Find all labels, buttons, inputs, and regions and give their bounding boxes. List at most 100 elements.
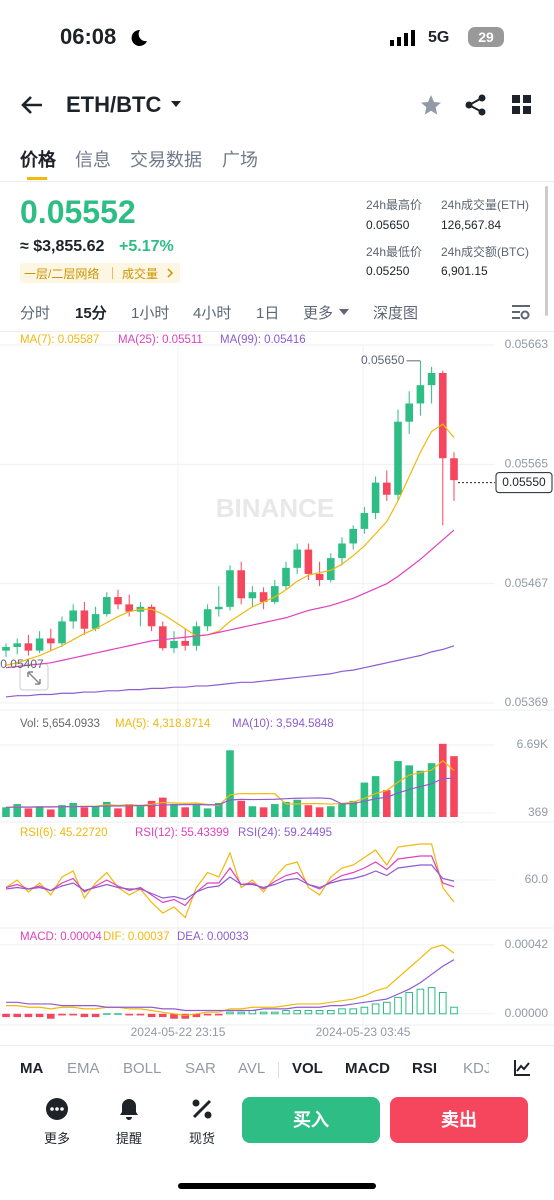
alert-icon[interactable] [117, 1097, 141, 1121]
expand-icon[interactable] [19, 663, 49, 691]
pair-title[interactable]: ETH/BTC [66, 92, 162, 117]
stat-value: 0.05650 [366, 218, 410, 232]
bar [103, 801, 111, 817]
y-tick-label: 0.05369 [505, 695, 549, 709]
bar [136, 806, 145, 817]
legend-entry: MA(25): 0.05511 [118, 334, 203, 346]
tab[interactable]: 广场 [222, 150, 258, 170]
layout-icon[interactable] [512, 95, 532, 115]
bar [47, 1013, 55, 1019]
favorite-icon[interactable] [420, 94, 442, 116]
bar [159, 797, 167, 817]
bar [58, 805, 66, 817]
bar [237, 800, 245, 817]
candle-body [371, 482, 380, 514]
bar [259, 1011, 268, 1015]
caret [171, 101, 181, 107]
tab[interactable]: 交易数据 [130, 150, 202, 170]
status-time: 06:08 [60, 24, 117, 49]
bar [80, 807, 89, 817]
bar [80, 1013, 89, 1018]
bar [427, 987, 436, 1015]
indicator-line [5, 645, 455, 698]
indicator-tab[interactable]: MACD [345, 1060, 390, 1077]
bar [315, 1010, 324, 1015]
tag-divider [112, 267, 113, 279]
interval[interactable]: 更多 [303, 305, 334, 322]
candle-body [327, 558, 335, 581]
tab[interactable]: 价格 [20, 150, 56, 170]
bar [147, 800, 156, 817]
y-tick-label: 0.05467 [505, 576, 549, 590]
indicator-tab[interactable]: RSI [412, 1060, 438, 1077]
tab-indicator [27, 177, 47, 180]
bar [69, 1013, 77, 1016]
legend-entry: DEA: 0.00033 [177, 931, 249, 943]
indicator-tab[interactable]: BOLL [123, 1060, 162, 1077]
action-label[interactable]: 提醒 [115, 1131, 142, 1146]
network: 5G [428, 29, 450, 46]
candle-body [170, 640, 178, 649]
candle-body [47, 638, 55, 644]
indicator-line [5, 843, 455, 919]
interval[interactable]: 15分 [75, 305, 107, 322]
last-price-label: 0.05550 [502, 475, 546, 489]
indicator-tab[interactable]: AVL [238, 1060, 266, 1077]
bar [203, 808, 212, 817]
stat-label: 24h成交量(ETH) [441, 198, 530, 212]
bar [405, 765, 413, 817]
price-change: +5.17% [119, 238, 174, 255]
candle-body [114, 597, 122, 605]
indicator-tab[interactable]: EMA [67, 1060, 100, 1077]
tag[interactable]: 一层/二层网络 [24, 267, 100, 281]
action-label[interactable]: 现货 [188, 1131, 215, 1146]
interval[interactable]: 深度图 [373, 305, 419, 322]
candle-body [91, 614, 100, 629]
bar [293, 799, 301, 817]
indicator-line [5, 855, 455, 907]
bar [170, 804, 178, 817]
bar [91, 806, 100, 817]
stat-label: 24h成交额(BTC) [441, 245, 530, 259]
indicator-tab[interactable]: MA [20, 1060, 44, 1077]
bar [58, 1013, 66, 1016]
legend-entry: RSI(6): 45.22720 [20, 827, 108, 839]
indicator-settings-icon[interactable] [513, 1059, 531, 1077]
indicator-line [5, 529, 455, 669]
indicator-tab[interactable]: KDJ [463, 1060, 489, 1077]
candle-body [35, 638, 44, 651]
candle-body [427, 373, 436, 386]
action-label[interactable]: 更多 [43, 1131, 70, 1146]
bar [181, 1013, 189, 1019]
chart-settings-icon[interactable] [511, 304, 531, 320]
more-icon[interactable] [45, 1097, 69, 1121]
tag[interactable]: 成交量 [122, 267, 159, 281]
bar [371, 776, 380, 817]
interval[interactable]: 分时 [20, 305, 51, 322]
bar [450, 1006, 458, 1015]
back-button[interactable] [20, 94, 44, 116]
bar [47, 809, 55, 817]
tag-chip[interactable] [20, 263, 180, 283]
bar [349, 800, 357, 817]
interval[interactable]: 1日 [256, 305, 280, 322]
indicator-tab[interactable]: SAR [185, 1060, 216, 1077]
bar [416, 988, 425, 1015]
candle-body [293, 549, 301, 568]
low-label: 0.05407 [0, 657, 44, 671]
last-price: 0.05552 [20, 194, 136, 230]
tab[interactable]: 信息 [75, 150, 111, 170]
candle-body [215, 606, 223, 610]
bar [103, 1013, 111, 1015]
bar [203, 1013, 212, 1016]
bar [13, 1013, 21, 1018]
interval[interactable]: 4小时 [193, 305, 232, 322]
sell-button[interactable]: 卖出 [390, 1097, 528, 1143]
divider [0, 331, 554, 332]
interval[interactable]: 1小时 [131, 305, 170, 322]
share-icon[interactable] [465, 94, 487, 116]
buy-button[interactable]: 买入 [242, 1097, 380, 1143]
indicator-tab[interactable]: VOL [292, 1060, 323, 1077]
spot-icon[interactable] [190, 1097, 214, 1121]
